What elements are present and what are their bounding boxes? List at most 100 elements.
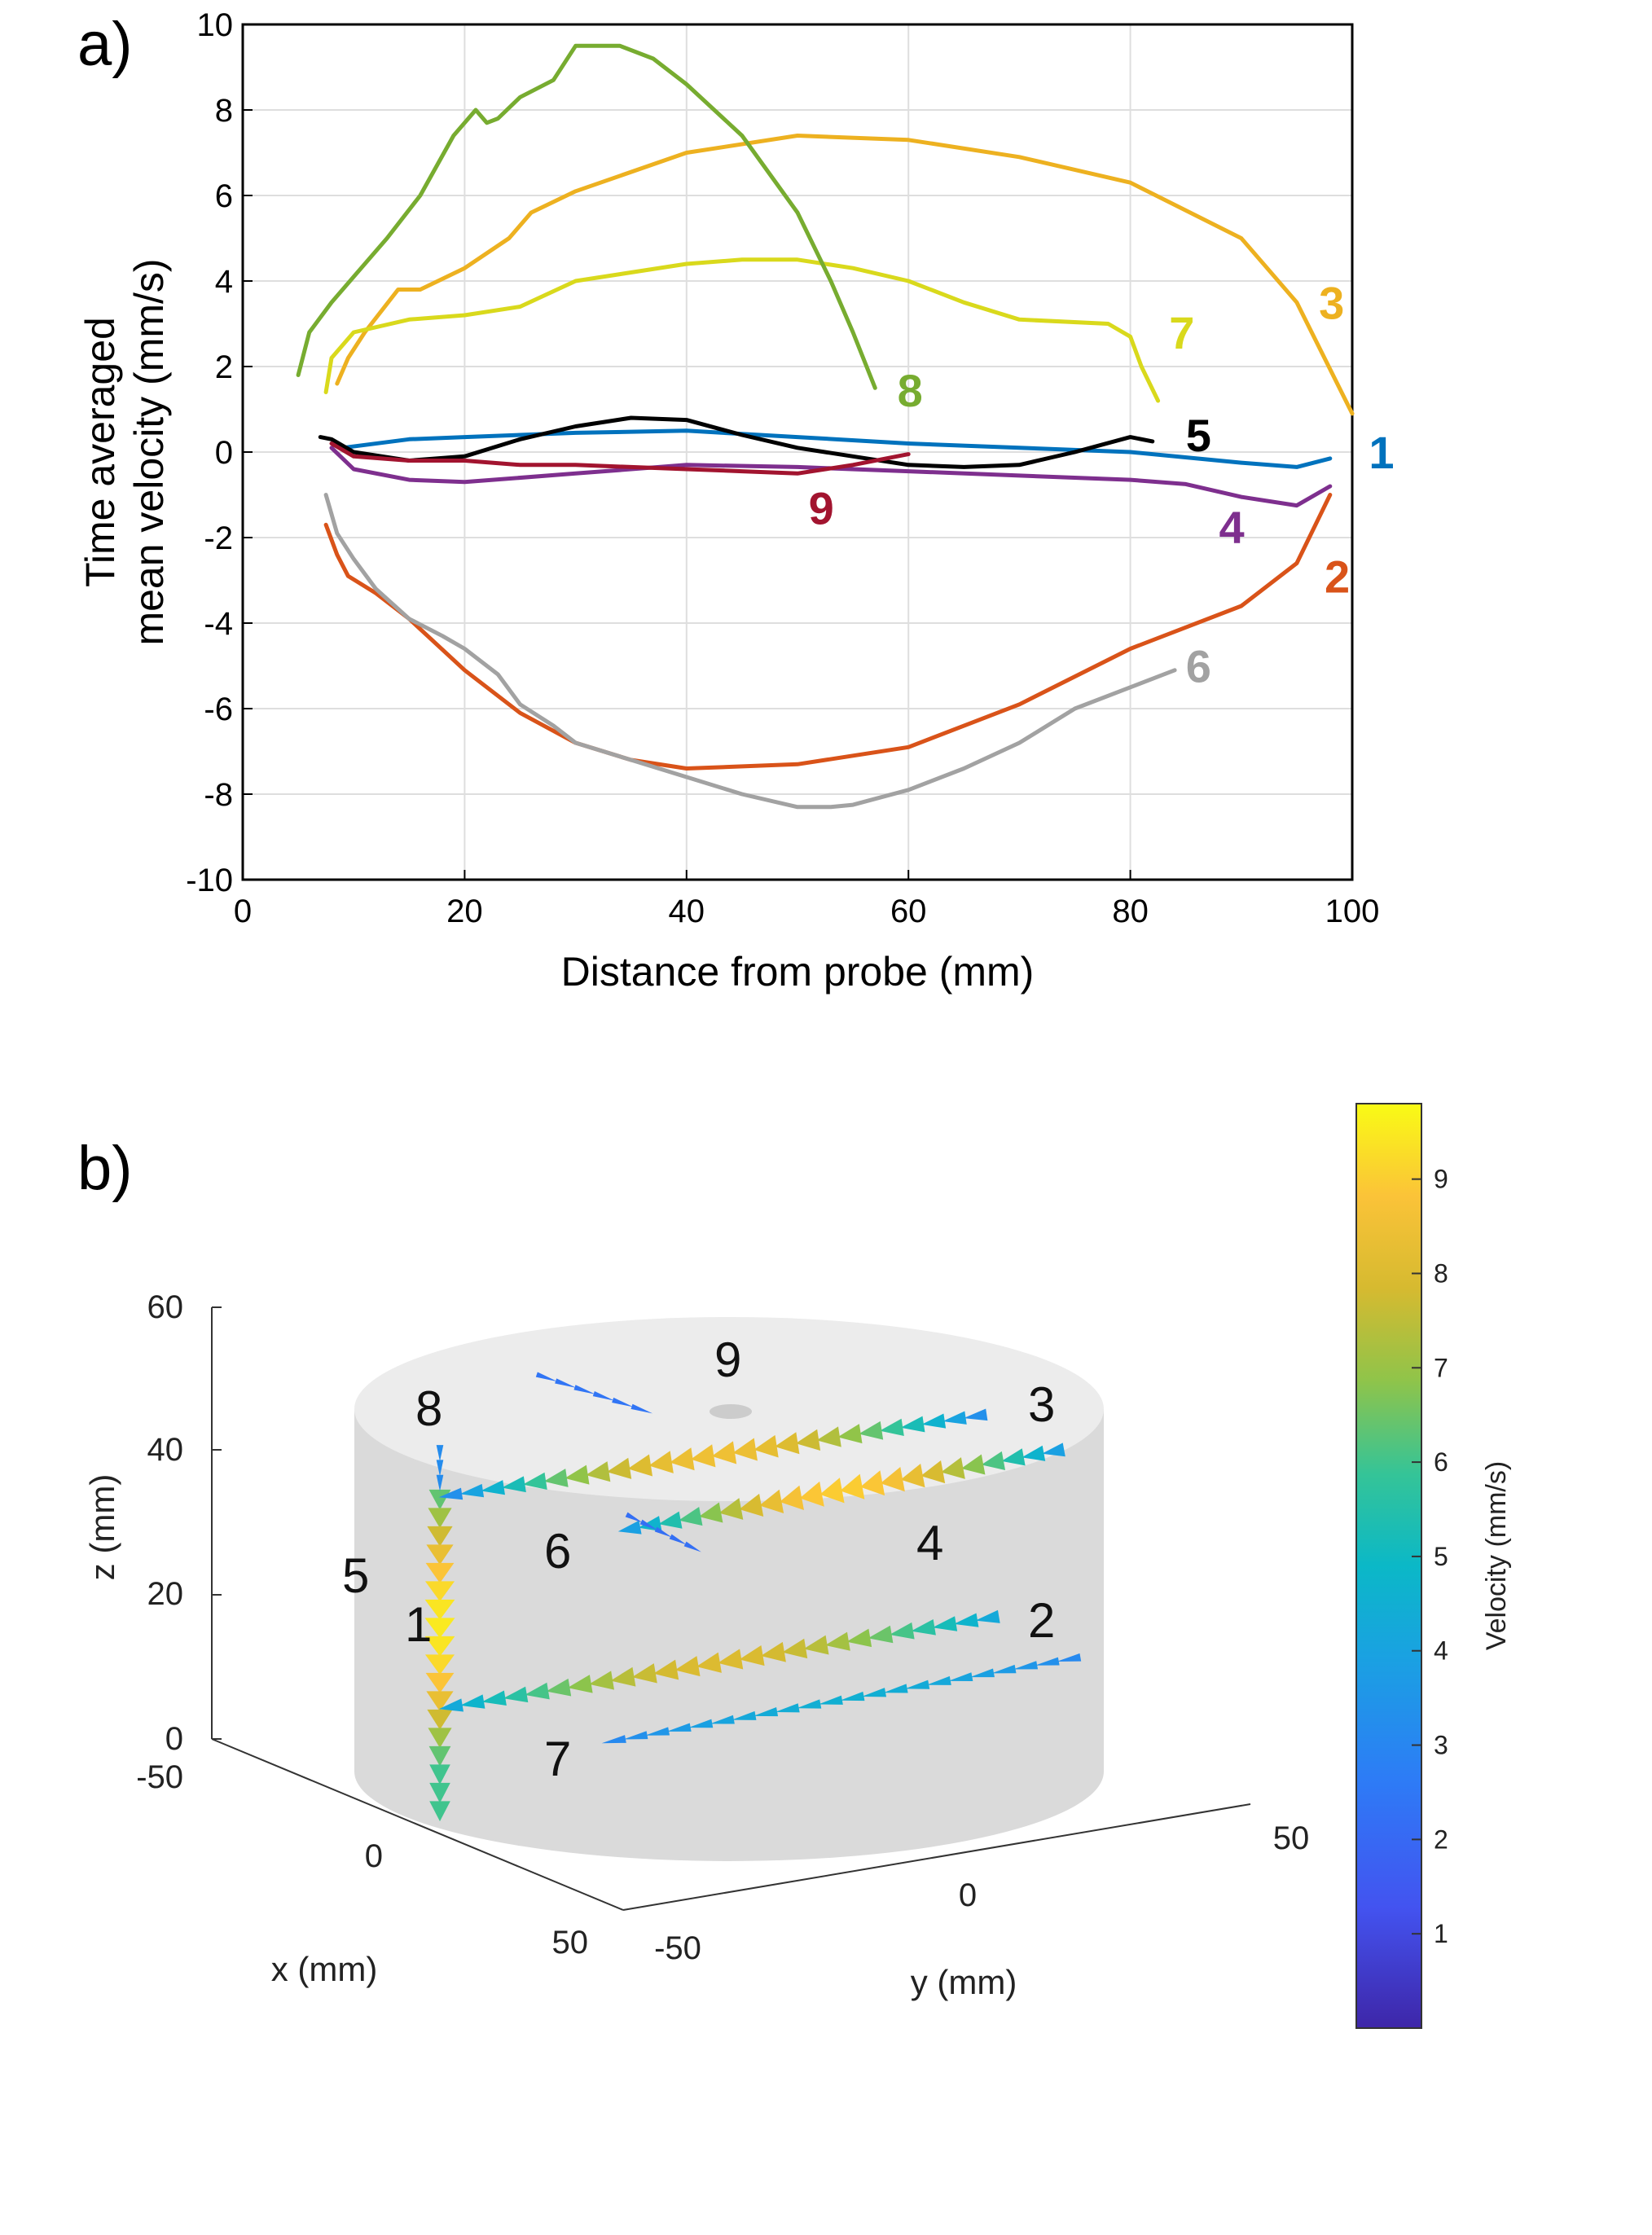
x-tick-label: 0 [234, 894, 252, 929]
probe-9-arrow [612, 1397, 634, 1407]
probe-4-arrow [920, 1460, 946, 1484]
probe-2-arrow [739, 1645, 765, 1666]
x-tick-label: 40 [669, 894, 705, 929]
probe-8-arrow [436, 1445, 444, 1462]
probe-2-arrow [460, 1694, 485, 1709]
probe-2-arrow [846, 1628, 872, 1648]
probe-6-arrow [639, 1519, 657, 1530]
probe-1-arrow [428, 1745, 451, 1767]
probe-2-arrow [889, 1622, 915, 1640]
x-tick-0: 0 [365, 1838, 383, 1874]
probe-4-arrow [617, 1520, 642, 1535]
probe-2-arrow [653, 1659, 679, 1680]
y-tick-label: -8 [204, 777, 233, 813]
probe-4-arrow [1022, 1445, 1046, 1461]
probe-3-arrow [795, 1429, 821, 1451]
probe-2-arrow [610, 1666, 636, 1687]
series-line-4 [329, 446, 1333, 508]
probe-2-arrow [760, 1641, 786, 1662]
probe-7-arrow [861, 1688, 887, 1697]
probe-9-arrow [535, 1372, 558, 1382]
probe-3-arrow [543, 1469, 569, 1487]
probe-labels: 8 9 3 5 6 4 1 2 7 [342, 1333, 1055, 1786]
probe-7-arrow [601, 1735, 626, 1744]
probe-4-arrow [960, 1454, 986, 1475]
probe-3-arrow [481, 1480, 505, 1495]
probe-1-arrow [427, 1526, 453, 1547]
probe-7-arrow [644, 1727, 670, 1736]
probe-1-arrow [425, 1672, 455, 1693]
colorbar-tick-label: 7 [1434, 1353, 1448, 1382]
probe-2-arrow [438, 1698, 464, 1712]
probe-1-arrow [424, 1599, 455, 1620]
y-tick-label: 4 [215, 264, 233, 300]
probe-8-arrow [436, 1460, 444, 1477]
probe-2-arrow [674, 1656, 701, 1677]
probe-3-arrow [438, 1487, 464, 1500]
y-tick-label: 6 [215, 178, 233, 214]
series-label-8: 8 [898, 365, 923, 416]
probe-3-arrow [606, 1457, 632, 1479]
series-label-5: 5 [1186, 410, 1211, 461]
probe-label-5: 5 [342, 1548, 369, 1603]
probe-7-arrow [904, 1680, 930, 1689]
probe-3-arrow [522, 1472, 547, 1491]
probe-7-arrow [623, 1731, 648, 1740]
probe-3-arrow [565, 1464, 590, 1485]
colorbar-label: Velocity (mm/s) [1481, 1461, 1512, 1650]
series-label-3: 3 [1319, 277, 1344, 328]
colorbar-tick-label: 3 [1434, 1731, 1448, 1760]
probe-2-arrow [782, 1638, 808, 1659]
probe-3-arrow [900, 1416, 925, 1433]
series-label-7: 7 [1169, 307, 1194, 358]
probe-1-arrow [426, 1691, 454, 1712]
velocity-arrows [424, 1372, 1082, 1822]
probe-9-arrow [630, 1403, 653, 1414]
probe-1-arrow [429, 1801, 450, 1822]
probe-7-arrow [926, 1675, 951, 1685]
probe-4-arrow [981, 1451, 1006, 1470]
probe-2-arrow [911, 1619, 936, 1636]
probe-8-arrow [436, 1474, 444, 1491]
probe-3-arrow [942, 1411, 967, 1425]
probe-7-arrow [948, 1672, 973, 1682]
x-tick-label: 60 [890, 894, 927, 929]
x-tick-label: 20 [446, 894, 483, 929]
probe-4-arrow [941, 1457, 965, 1479]
x-tick-label: 100 [1325, 894, 1380, 929]
probe-3-arrow [879, 1418, 904, 1436]
probe-3-arrow [775, 1432, 800, 1455]
probe-2-arrow [718, 1649, 744, 1670]
probe-label-7: 7 [544, 1732, 571, 1786]
z-tick-40: 40 [147, 1432, 184, 1468]
probe-9-arrow [573, 1385, 596, 1394]
probe-2-arrow [481, 1690, 507, 1706]
probe-3-arrow [502, 1476, 526, 1493]
probe-label-3: 3 [1028, 1377, 1055, 1432]
z-tick-60: 60 [147, 1289, 184, 1325]
probe-2-arrow [525, 1682, 550, 1700]
series-label-4: 4 [1219, 502, 1245, 553]
x-tick-50: 50 [552, 1925, 589, 1961]
panel-b: b) 8 9 3 5 6 4 1 2 [77, 1103, 1512, 2029]
probe-6-arrow [654, 1526, 672, 1538]
y-axis-label-line1: Time averaged [77, 317, 123, 587]
y-tick-label: -6 [204, 692, 233, 727]
colorbar-tick-label: 8 [1434, 1258, 1448, 1288]
probe-4-arrow [718, 1498, 744, 1520]
axes-3d [211, 1306, 1251, 1911]
probe-1-arrow [426, 1544, 454, 1565]
probe-label-6: 6 [544, 1524, 571, 1579]
probe-4-arrow [739, 1493, 764, 1517]
colorbar-tick-label: 5 [1434, 1542, 1448, 1571]
probe-4-arrow [840, 1473, 865, 1500]
probe-7-arrow [796, 1699, 822, 1709]
probe-7-arrow [1035, 1657, 1060, 1666]
series-label-6: 6 [1186, 641, 1211, 692]
probe-2-arrow [589, 1671, 614, 1690]
probe-2-arrow [824, 1631, 850, 1651]
series-line-8 [296, 43, 877, 390]
top-port [710, 1404, 752, 1419]
probe-1-arrow [424, 1618, 455, 1639]
